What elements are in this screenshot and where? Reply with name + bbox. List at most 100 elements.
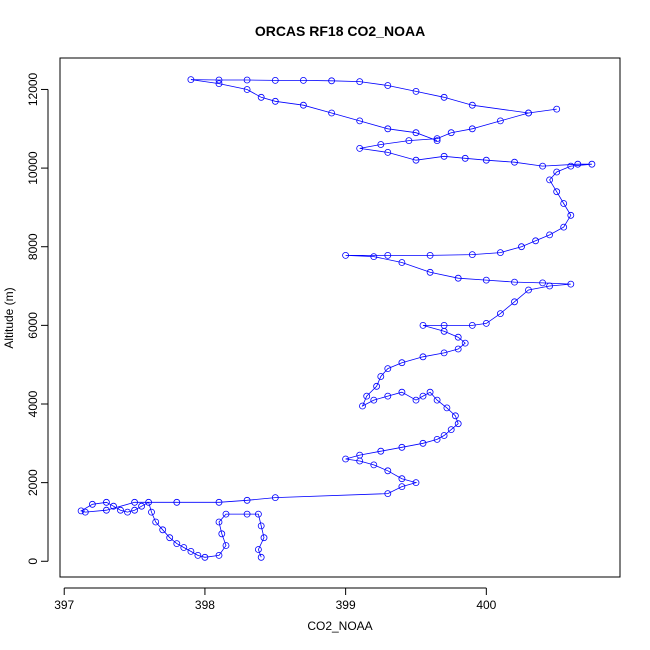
data-point	[496, 117, 504, 125]
data-point	[419, 392, 427, 400]
data-point	[81, 508, 89, 516]
data-point	[370, 461, 378, 469]
data-point	[461, 339, 469, 347]
data-point	[553, 188, 561, 196]
data-point	[222, 542, 230, 549]
data-point	[412, 88, 420, 95]
x-tick-label: 398	[195, 598, 215, 612]
y-tick-label: 6000	[26, 312, 40, 339]
data-point	[377, 373, 385, 380]
data-point	[454, 345, 462, 353]
data-point	[454, 274, 462, 282]
data-point	[546, 282, 553, 290]
data-point	[398, 475, 406, 483]
data-point	[574, 160, 582, 168]
data-point	[257, 522, 265, 530]
series-line	[80, 79, 592, 558]
data-point	[468, 101, 476, 109]
data-point	[384, 365, 392, 373]
data-point	[468, 321, 476, 329]
data-point	[567, 211, 575, 219]
data-point	[532, 237, 539, 245]
data-point	[440, 349, 448, 357]
data-point	[131, 498, 139, 506]
data-point	[560, 200, 568, 207]
data-point	[405, 137, 413, 145]
data-point	[187, 76, 195, 83]
data-point	[454, 420, 462, 428]
data-point	[433, 135, 441, 143]
data-point	[299, 101, 307, 109]
data-point	[539, 279, 546, 287]
data-point	[218, 530, 226, 538]
data-point	[384, 490, 392, 498]
x-tick-label: 400	[476, 598, 496, 612]
data-point	[254, 546, 262, 553]
data-point	[110, 502, 117, 510]
data-point	[384, 82, 392, 89]
data-point	[299, 77, 307, 84]
data-point	[384, 148, 392, 156]
y-tick-label: 8000	[26, 233, 40, 260]
data-point	[539, 162, 546, 170]
data-point	[77, 507, 85, 515]
data-point	[173, 498, 181, 506]
data-point	[370, 396, 378, 404]
data-point	[257, 553, 265, 561]
data-point	[356, 78, 364, 85]
data-point	[553, 168, 561, 176]
chart-title: ORCAS RF18 CO2_NOAA	[255, 23, 425, 39]
data-point	[511, 158, 518, 166]
data-point	[546, 176, 553, 184]
data-point	[482, 319, 490, 327]
data-point	[454, 333, 462, 341]
data-point	[461, 154, 469, 162]
data-point	[215, 80, 223, 87]
data-point	[398, 259, 406, 266]
data-point	[201, 553, 209, 561]
x-axis-label: CO2_NOAA	[307, 619, 372, 633]
data-point	[440, 432, 448, 439]
plot-area	[77, 76, 596, 561]
data-point	[412, 129, 420, 137]
x-axis: 397 398 399 400	[54, 587, 497, 612]
data-point	[173, 540, 181, 547]
data-point	[496, 310, 504, 318]
data-point	[511, 278, 518, 286]
data-point	[588, 160, 596, 168]
data-point	[525, 109, 532, 117]
data-point	[271, 97, 279, 105]
data-point	[398, 359, 406, 367]
data-point	[398, 388, 406, 396]
data-point	[440, 152, 448, 160]
data-point	[384, 392, 392, 400]
data-point	[426, 388, 434, 396]
data-point	[215, 552, 223, 559]
data-point	[412, 479, 420, 487]
data-point	[433, 435, 441, 443]
data-point	[166, 534, 174, 542]
data-point	[145, 498, 153, 506]
y-tick-label: 4000	[26, 390, 40, 417]
data-point	[159, 526, 167, 534]
data-point	[419, 321, 427, 329]
data-point	[377, 141, 385, 148]
data-point	[271, 494, 279, 502]
data-point	[152, 518, 160, 526]
data-point	[384, 125, 392, 133]
data-point	[433, 396, 441, 404]
y-tick-label: 2000	[26, 469, 40, 496]
data-point	[180, 544, 188, 551]
data-point	[243, 76, 251, 84]
data-point	[215, 498, 223, 506]
data-point	[525, 286, 532, 294]
y-tick-label: 10000	[26, 151, 40, 185]
data-point	[363, 392, 371, 400]
data-point	[103, 506, 110, 514]
data-point	[117, 506, 124, 514]
data-point	[359, 402, 366, 410]
data-point	[496, 249, 504, 257]
data-point	[384, 251, 392, 259]
data-point	[419, 439, 427, 447]
